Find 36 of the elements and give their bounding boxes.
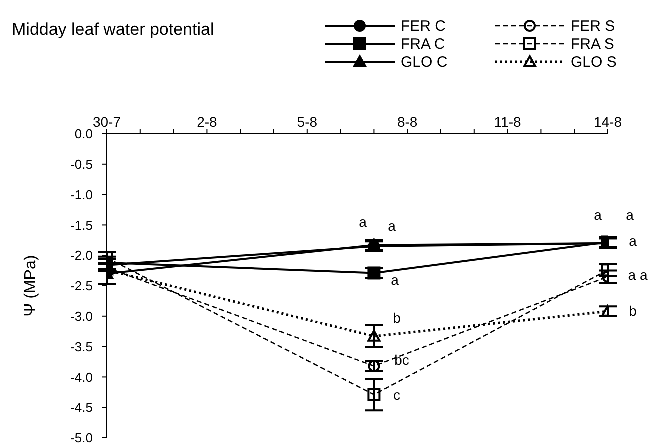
legend-label: FER S: [571, 18, 616, 35]
x-tick-label: 5-8: [297, 114, 318, 130]
y-tick-label: 0.0: [74, 126, 93, 142]
y-tick-label: -4.0: [70, 370, 93, 385]
text: a: [629, 233, 638, 249]
y-tick-label: -1.5: [70, 218, 93, 233]
legend-label: GLO S: [571, 54, 617, 71]
annotation: c: [394, 387, 400, 403]
x-tick-label: 14-8: [594, 114, 622, 130]
y-tick-label: -3.5: [70, 339, 93, 354]
annotation: a: [594, 207, 602, 223]
y-tick-label: -3.0: [70, 309, 93, 324]
y-tick-label: -1.0: [70, 187, 93, 202]
chart-title: Midday leaf water potential: [12, 20, 214, 40]
y-axis-title: Ψ (MPa): [22, 255, 40, 317]
text: b: [629, 303, 638, 319]
legend-label: FRA C: [401, 36, 446, 53]
annotation: bc: [394, 352, 410, 368]
y-tick-label: -5.0: [70, 430, 93, 446]
y-tick-label: -4.5: [70, 400, 93, 416]
annotation: a: [359, 214, 368, 230]
x-tick-label: 2-8: [197, 114, 218, 130]
x-tick-label: 11-8: [494, 114, 522, 130]
annotation: b: [393, 310, 402, 326]
y-tick-label: -2.0: [70, 248, 93, 264]
legend-label: FER C: [401, 18, 446, 35]
text: a: [626, 207, 634, 223]
x-tick-label: 8-8: [397, 114, 418, 130]
x-tick-label: 30-7: [92, 114, 122, 130]
annotation: a: [391, 272, 400, 288]
annotation: a: [388, 218, 396, 234]
text: a a: [628, 267, 648, 283]
legend-label: GLO C: [401, 54, 448, 71]
y-tick-label: -2.5: [70, 278, 93, 294]
legend-label: FRA S: [571, 36, 614, 53]
y-tick-label: -0.5: [70, 157, 93, 172]
